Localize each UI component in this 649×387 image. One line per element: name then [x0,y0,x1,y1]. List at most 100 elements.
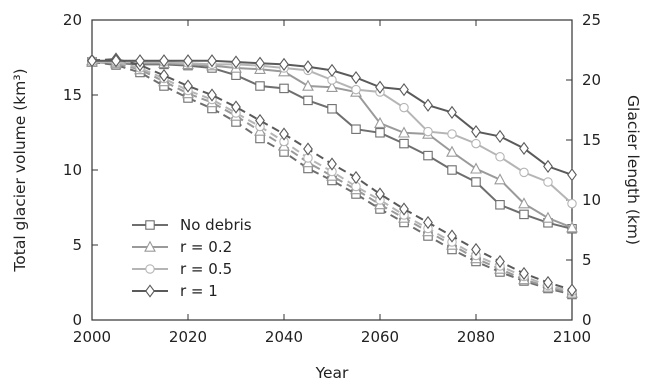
volume-line [91,61,573,296]
length-point [183,54,193,68]
x-tick-label: 2060 [361,328,399,346]
length-point [207,54,217,68]
length-point [399,82,409,97]
length-point [279,83,289,94]
volume-point [375,187,385,201]
volume-line [91,59,573,294]
length-point [327,104,337,114]
length-point [399,138,409,149]
length-point [375,80,385,94]
length-point [542,211,554,223]
y-left-tick-label: 0 [72,311,82,329]
length-point [351,70,361,85]
length-point [87,54,97,68]
length-point [374,116,386,128]
legend-item: No debris [132,216,252,234]
volume-point [399,202,409,216]
length-point [303,60,313,74]
x-tick-label: 2080 [457,328,495,346]
series-4 [87,52,577,297]
x-tick-label: 2000 [73,328,111,346]
y-right-tick-label: 10 [582,191,601,209]
volume-point [471,242,481,257]
length-point [423,126,433,137]
length-point [231,55,241,69]
volume-point [159,68,169,83]
y-axis-label-left: Total glacier volume (km³) [11,68,29,272]
y-right-tick-label: 0 [582,311,592,329]
length-point [471,177,481,187]
length-point [567,168,577,182]
volume-point [495,254,505,269]
x-axis-label: Year [315,364,349,382]
length-point [255,81,265,91]
volume-point [351,170,361,185]
length-point [447,105,457,120]
y-right-tick-label: 25 [582,11,601,29]
x-tick-label: 2100 [553,328,591,346]
length-point [255,56,265,70]
y-left-tick-label: 10 [63,161,82,179]
volume-point [327,157,337,171]
length-point [302,79,314,91]
volume-point [303,142,313,156]
legend-item: r = 1 [132,282,218,300]
y-axis-label-right: Glacier length (km) [624,95,642,245]
length-point [471,124,481,139]
length-point [543,177,553,187]
y-right-tick-label: 15 [582,131,601,149]
y-left-tick-label: 15 [63,86,82,104]
ticks-layer: 2000 2020 2040 2060 2080 21000510152005101520… [63,11,601,346]
volume-point [279,127,289,141]
volume-point [519,266,529,281]
length-point [447,165,457,175]
length-point [494,173,506,185]
legend-item: r = 0.2 [132,238,232,256]
x-tick-label: 2020 [169,328,207,346]
y-left-tick-label: 5 [72,236,82,254]
length-point [447,129,457,139]
length-point [519,209,529,220]
legend-marker [144,240,156,252]
volume-point [183,79,193,93]
length-point [423,98,433,112]
length-point [566,221,578,233]
volume-point [447,229,457,243]
length-point [327,75,337,85]
volume-point [543,275,553,290]
volume-point [423,215,433,230]
legend-marker [145,220,155,230]
y-right-tick-label: 5 [582,251,592,269]
length-point [375,128,385,138]
length-point [543,159,553,174]
length-point [519,141,529,156]
legend-label: r = 0.2 [180,238,232,256]
length-point [567,198,577,209]
length-point [326,80,338,92]
length-point [399,102,409,113]
length-point [398,126,410,138]
length-point [135,54,145,68]
length-point [423,150,433,161]
length-point [351,124,361,134]
legend-label: No debris [180,216,252,234]
length-point [446,145,458,157]
length-point [159,54,169,68]
length-point [327,63,337,78]
length-point [495,200,505,210]
legend-marker [145,284,155,298]
legend-layer: No debris r = 0.2 r = 0.5 r = 1 [132,216,252,300]
legend-label: r = 0.5 [180,260,232,278]
x-tick-label: 2040 [265,328,303,346]
legend-marker [145,264,155,274]
volume-point [567,283,577,297]
length-point [471,138,481,149]
volume-point [255,113,265,128]
volume-point [207,88,217,102]
length-point [519,167,529,178]
length-point [279,57,289,72]
length-point [111,54,121,68]
y-left-tick-label: 20 [63,11,82,29]
length-point [351,84,361,95]
